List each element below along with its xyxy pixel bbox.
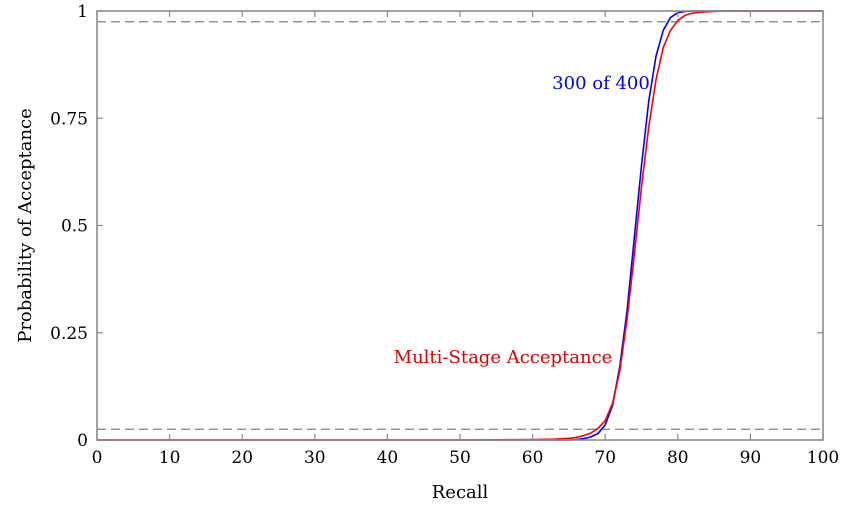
- y-tick-label: 0.75: [50, 109, 88, 129]
- series-label-300-of-400: 300 of 400: [552, 73, 650, 94]
- x-tick-label: 40: [377, 448, 399, 468]
- series-label-multi-stage-acceptance: Multi-Stage Acceptance: [394, 347, 613, 368]
- x-axis-title: Recall: [432, 482, 489, 503]
- series-labels: 300 of 400 Multi-Stage Acceptance: [394, 73, 650, 368]
- x-tick-label: 80: [667, 448, 689, 468]
- y-tick-label: 0.5: [61, 217, 88, 237]
- x-tick-label: 10: [159, 448, 181, 468]
- y-axis-title: Probability of Acceptance: [15, 108, 36, 343]
- series-layer: [97, 10, 823, 441]
- x-tick-label: 20: [231, 448, 253, 468]
- x-tick-label: 60: [522, 448, 544, 468]
- x-tick-label: 0: [92, 448, 103, 468]
- x-tick-label: 90: [740, 448, 762, 468]
- y-tick-label: 0: [77, 431, 88, 451]
- plot-frame: [96, 10, 824, 441]
- reference-lines: [97, 21, 823, 430]
- series-line-multi-stage-acceptance: [97, 10, 823, 441]
- y-tick-label: 0.25: [50, 324, 88, 344]
- x-tick-label: 30: [304, 448, 326, 468]
- ticks-layer: [96, 10, 824, 441]
- x-tick-label: 70: [594, 448, 616, 468]
- y-tick-label: 1: [77, 2, 88, 22]
- series-line-300-of-400: [97, 10, 823, 441]
- x-tick-label: 50: [449, 448, 471, 468]
- tick-labels: 0 10 20 30 40 50 60 70 80 90 100 0 0.25 0.5 0.75 1: [50, 2, 839, 468]
- x-tick-label: 100: [807, 448, 839, 468]
